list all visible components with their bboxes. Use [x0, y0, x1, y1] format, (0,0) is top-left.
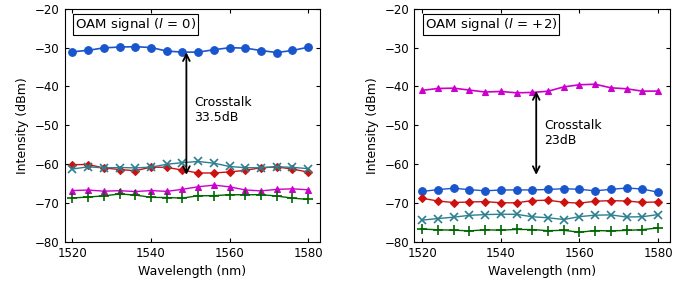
- Text: Crosstalk
23dB: Crosstalk 23dB: [544, 119, 602, 147]
- Y-axis label: Intensity (dBm): Intensity (dBm): [367, 77, 379, 174]
- Text: OAM signal ($\it{l}$ = +2): OAM signal ($\it{l}$ = +2): [424, 16, 557, 33]
- X-axis label: Wavelength (nm): Wavelength (nm): [138, 265, 246, 278]
- X-axis label: Wavelength (nm): Wavelength (nm): [488, 265, 596, 278]
- Text: Crosstalk
33.5dB: Crosstalk 33.5dB: [194, 96, 252, 124]
- Y-axis label: Intensity (dBm): Intensity (dBm): [16, 77, 29, 174]
- Text: OAM signal ($\it{l}$ = 0): OAM signal ($\it{l}$ = 0): [75, 16, 196, 33]
